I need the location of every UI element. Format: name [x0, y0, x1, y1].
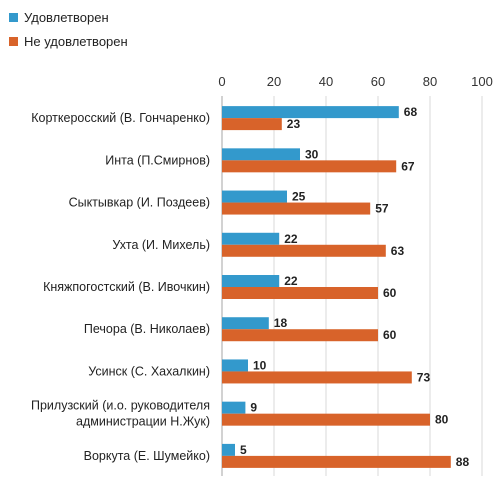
data-label: 63	[391, 244, 405, 258]
category-label: Сыктывкар (И. Поздеев)	[69, 196, 210, 210]
data-label: 73	[417, 370, 431, 384]
x-axis-ticks: 0 20 40 60 80 100	[218, 74, 492, 89]
tick-label: 40	[319, 74, 333, 89]
category-label: Воркута (Е. Шумейко)	[84, 449, 210, 463]
bar-not-satisfied	[222, 287, 378, 299]
category-labels: Корткеросский (В. Гончаренко) Инта (П.Сми…	[31, 111, 210, 463]
legend-swatch	[9, 37, 18, 46]
data-label: 22	[284, 232, 298, 246]
tick-label: 60	[371, 74, 385, 89]
bar-not-satisfied	[222, 329, 378, 342]
category-label: Княжпогостский (В. Ивочкин)	[43, 280, 210, 294]
bar-not-satisfied	[222, 160, 397, 173]
legend: Удовлетворен Не удовлетворен	[9, 10, 128, 49]
data-label: 30	[305, 147, 319, 161]
data-label: 60	[383, 286, 397, 300]
legend-swatch	[9, 13, 18, 22]
bar-satisfied	[222, 275, 280, 287]
bar-not-satisfied	[222, 244, 386, 257]
bar-satisfied	[222, 317, 269, 330]
bar-satisfied	[222, 232, 280, 245]
category-label: Ухта (И. Михель)	[112, 238, 210, 252]
data-label: 9	[250, 401, 257, 415]
tick-label: 20	[267, 74, 281, 89]
bar-not-satisfied	[222, 371, 412, 384]
data-label: 68	[404, 105, 418, 119]
bar-not-satisfied	[222, 118, 282, 131]
data-label: 23	[287, 117, 301, 131]
data-label: 5	[240, 443, 247, 457]
tick-label: 100	[471, 74, 493, 89]
bar-satisfied	[222, 148, 300, 161]
data-label: 67	[401, 159, 415, 173]
category-label: Прилузский (и.о. руководителя	[31, 399, 210, 413]
legend-label: Не удовлетворен	[24, 34, 128, 49]
bar-not-satisfied	[222, 202, 371, 215]
category-label: Корткеросский (В. Гончаренко)	[31, 111, 210, 125]
bar-satisfied	[222, 106, 399, 119]
data-label: 60	[383, 328, 397, 342]
data-label: 57	[375, 202, 389, 216]
tick-label: 80	[423, 74, 437, 89]
data-label: 10	[253, 358, 267, 372]
data-label: 25	[292, 190, 306, 204]
bar-satisfied	[222, 359, 248, 372]
data-label: 22	[284, 274, 298, 288]
data-label: 80	[435, 413, 449, 427]
category-label: Печора (В. Николаев)	[84, 322, 210, 336]
category-label: Усинск (С. Хахалкин)	[88, 364, 210, 378]
bar-not-satisfied	[222, 413, 430, 426]
bar-satisfied	[222, 190, 287, 203]
category-label: Инта (П.Смирнов)	[105, 153, 210, 167]
tick-label: 0	[218, 74, 225, 89]
data-label: 18	[274, 316, 288, 330]
data-label: 88	[456, 455, 470, 469]
category-label: администрации Н.Жук)	[76, 415, 210, 429]
bar-satisfied	[222, 443, 235, 456]
bar-satisfied	[222, 401, 246, 414]
bars: 68 23 30 67 25 57 22 63 22 60 18 60 10 73 9 80 5 88	[222, 105, 469, 469]
bar-not-satisfied	[222, 455, 451, 468]
legend-label: Удовлетворен	[24, 10, 109, 25]
